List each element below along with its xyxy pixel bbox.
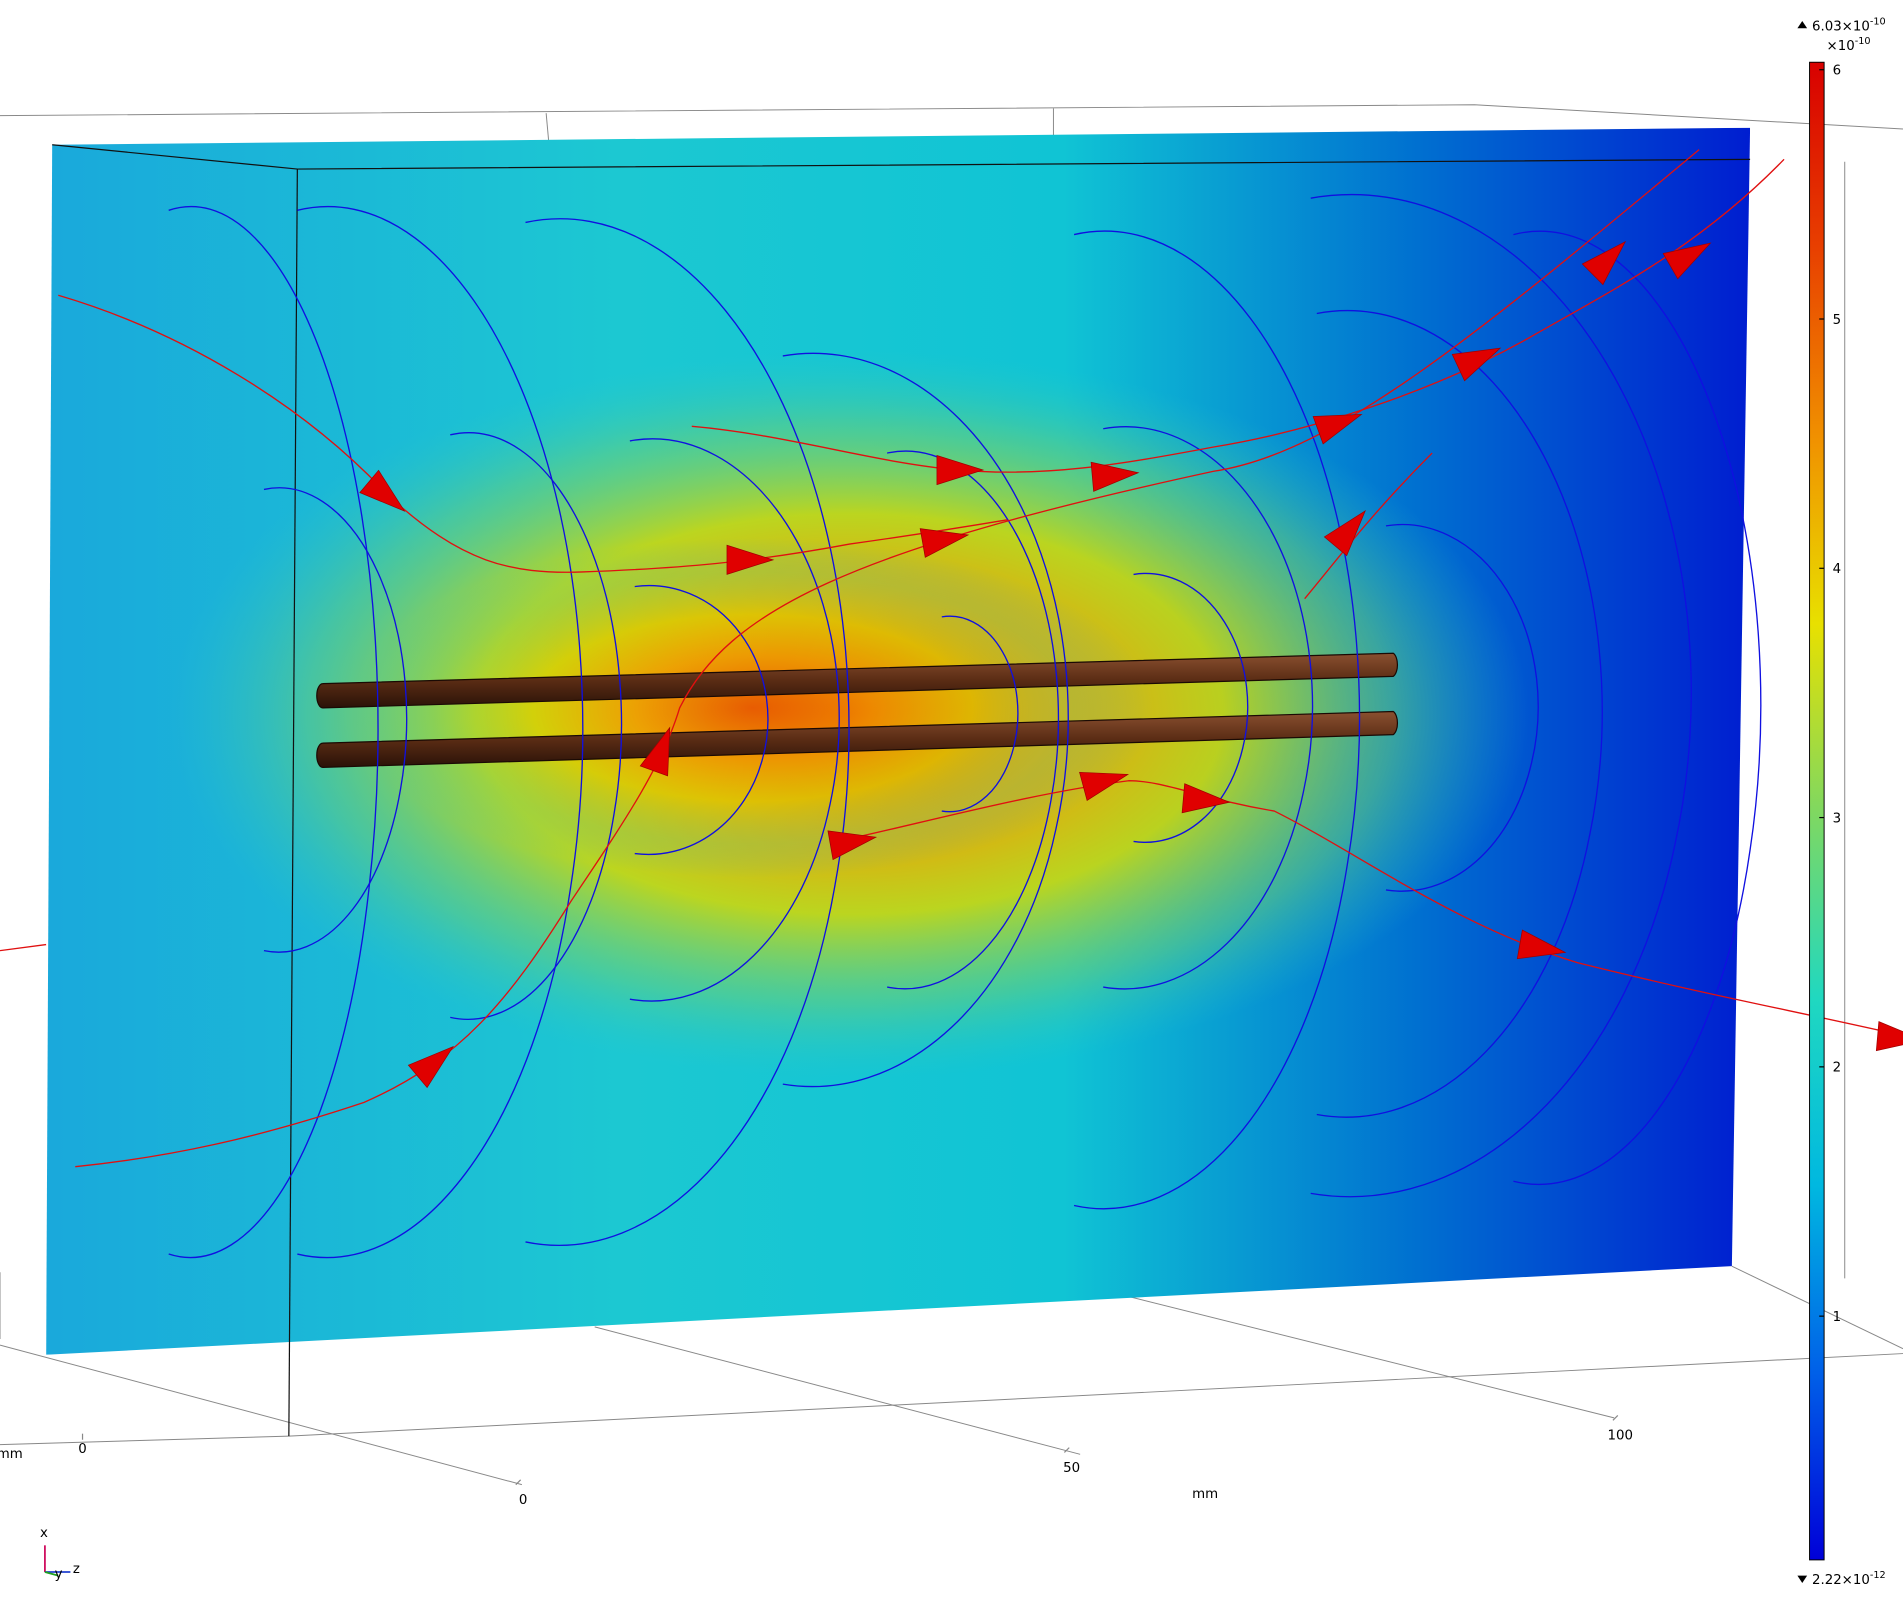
arrow-cone: [1581, 240, 1627, 286]
arrow-cone: [407, 1045, 455, 1089]
arrow-cone: [726, 544, 775, 575]
arrow-cone: [639, 726, 671, 777]
color-legend: 6.03×10-10 ×10-10 2.22×10-12 1 2 3 4 5 6: [1797, 17, 1886, 1588]
min-label: 2.22×10-12: [1812, 1570, 1886, 1588]
field-line: [263, 487, 408, 953]
arrow-cone: [919, 528, 970, 558]
max-marker: [1797, 20, 1808, 29]
axes: 0 50 100 mm 0 mm: [0, 1415, 1633, 1508]
colorbar-tick-label: 3: [1833, 811, 1842, 826]
y-tick-label: 0: [78, 1442, 87, 1457]
arrow-cone: [1516, 929, 1567, 960]
x-tick-label: 50: [1063, 1461, 1080, 1476]
field-line: [1513, 230, 1762, 1186]
x-tick: [515, 1479, 522, 1486]
arrow-cone: [1090, 461, 1140, 492]
arrow-cone: [827, 830, 878, 861]
scale-label: ×10-10: [1827, 36, 1871, 54]
field-line: [1133, 572, 1249, 843]
streamlines: [0, 149, 1903, 1168]
color-scale: [1809, 61, 1825, 1561]
field-line: [1385, 523, 1539, 892]
field-line: [887, 450, 1060, 990]
colorbar-tick-label: 2: [1833, 1061, 1842, 1076]
arrow-cone: [1079, 771, 1130, 802]
triad-y: y: [55, 1567, 63, 1582]
max-label: 6.03×10-10: [1812, 17, 1886, 35]
field-line: [1310, 193, 1692, 1198]
field-line: [168, 205, 379, 1259]
triad-x: x: [40, 1526, 48, 1541]
field-line: [1073, 230, 1361, 1210]
triad-z: z: [73, 1562, 80, 1577]
field-line: [634, 584, 769, 856]
arrow-cone: [359, 469, 406, 512]
y-axis-unit: mm: [0, 1447, 23, 1462]
triad: x y z: [40, 1526, 80, 1582]
field-line: [450, 432, 623, 1020]
field-line: [297, 205, 584, 1259]
field-line: [1103, 426, 1314, 990]
arrow-cone: [1312, 413, 1363, 445]
arrow-cone: [1662, 242, 1712, 280]
arrow-cone: [1451, 347, 1502, 382]
min-marker: [1797, 1575, 1808, 1583]
field-line: [629, 438, 840, 1002]
colorbar-tick-label: 5: [1833, 313, 1842, 328]
colorbar-tick-label: 1: [1833, 1310, 1842, 1325]
x-tick-label: 100: [1607, 1429, 1632, 1444]
x-tick: [1612, 1415, 1619, 1421]
field-line: [782, 352, 1069, 1088]
rods: [316, 652, 1399, 768]
arrow-cone: [1875, 1021, 1903, 1052]
colorbar-tick-label: 6: [1833, 64, 1842, 79]
arrow-cone: [1181, 783, 1231, 814]
x-axis-unit: mm: [1192, 1487, 1218, 1502]
box-edges: [52, 144, 1751, 1437]
field-line: [941, 615, 1019, 813]
x-tick-label: 0: [519, 1493, 528, 1508]
arrow-cone: [1323, 509, 1366, 557]
arrow-cone: [936, 454, 985, 486]
field-line: [525, 218, 850, 1246]
colorbar-tick-label: 4: [1833, 562, 1842, 577]
bounding-box: [0, 104, 1903, 1486]
x-tick: [1063, 1447, 1070, 1453]
